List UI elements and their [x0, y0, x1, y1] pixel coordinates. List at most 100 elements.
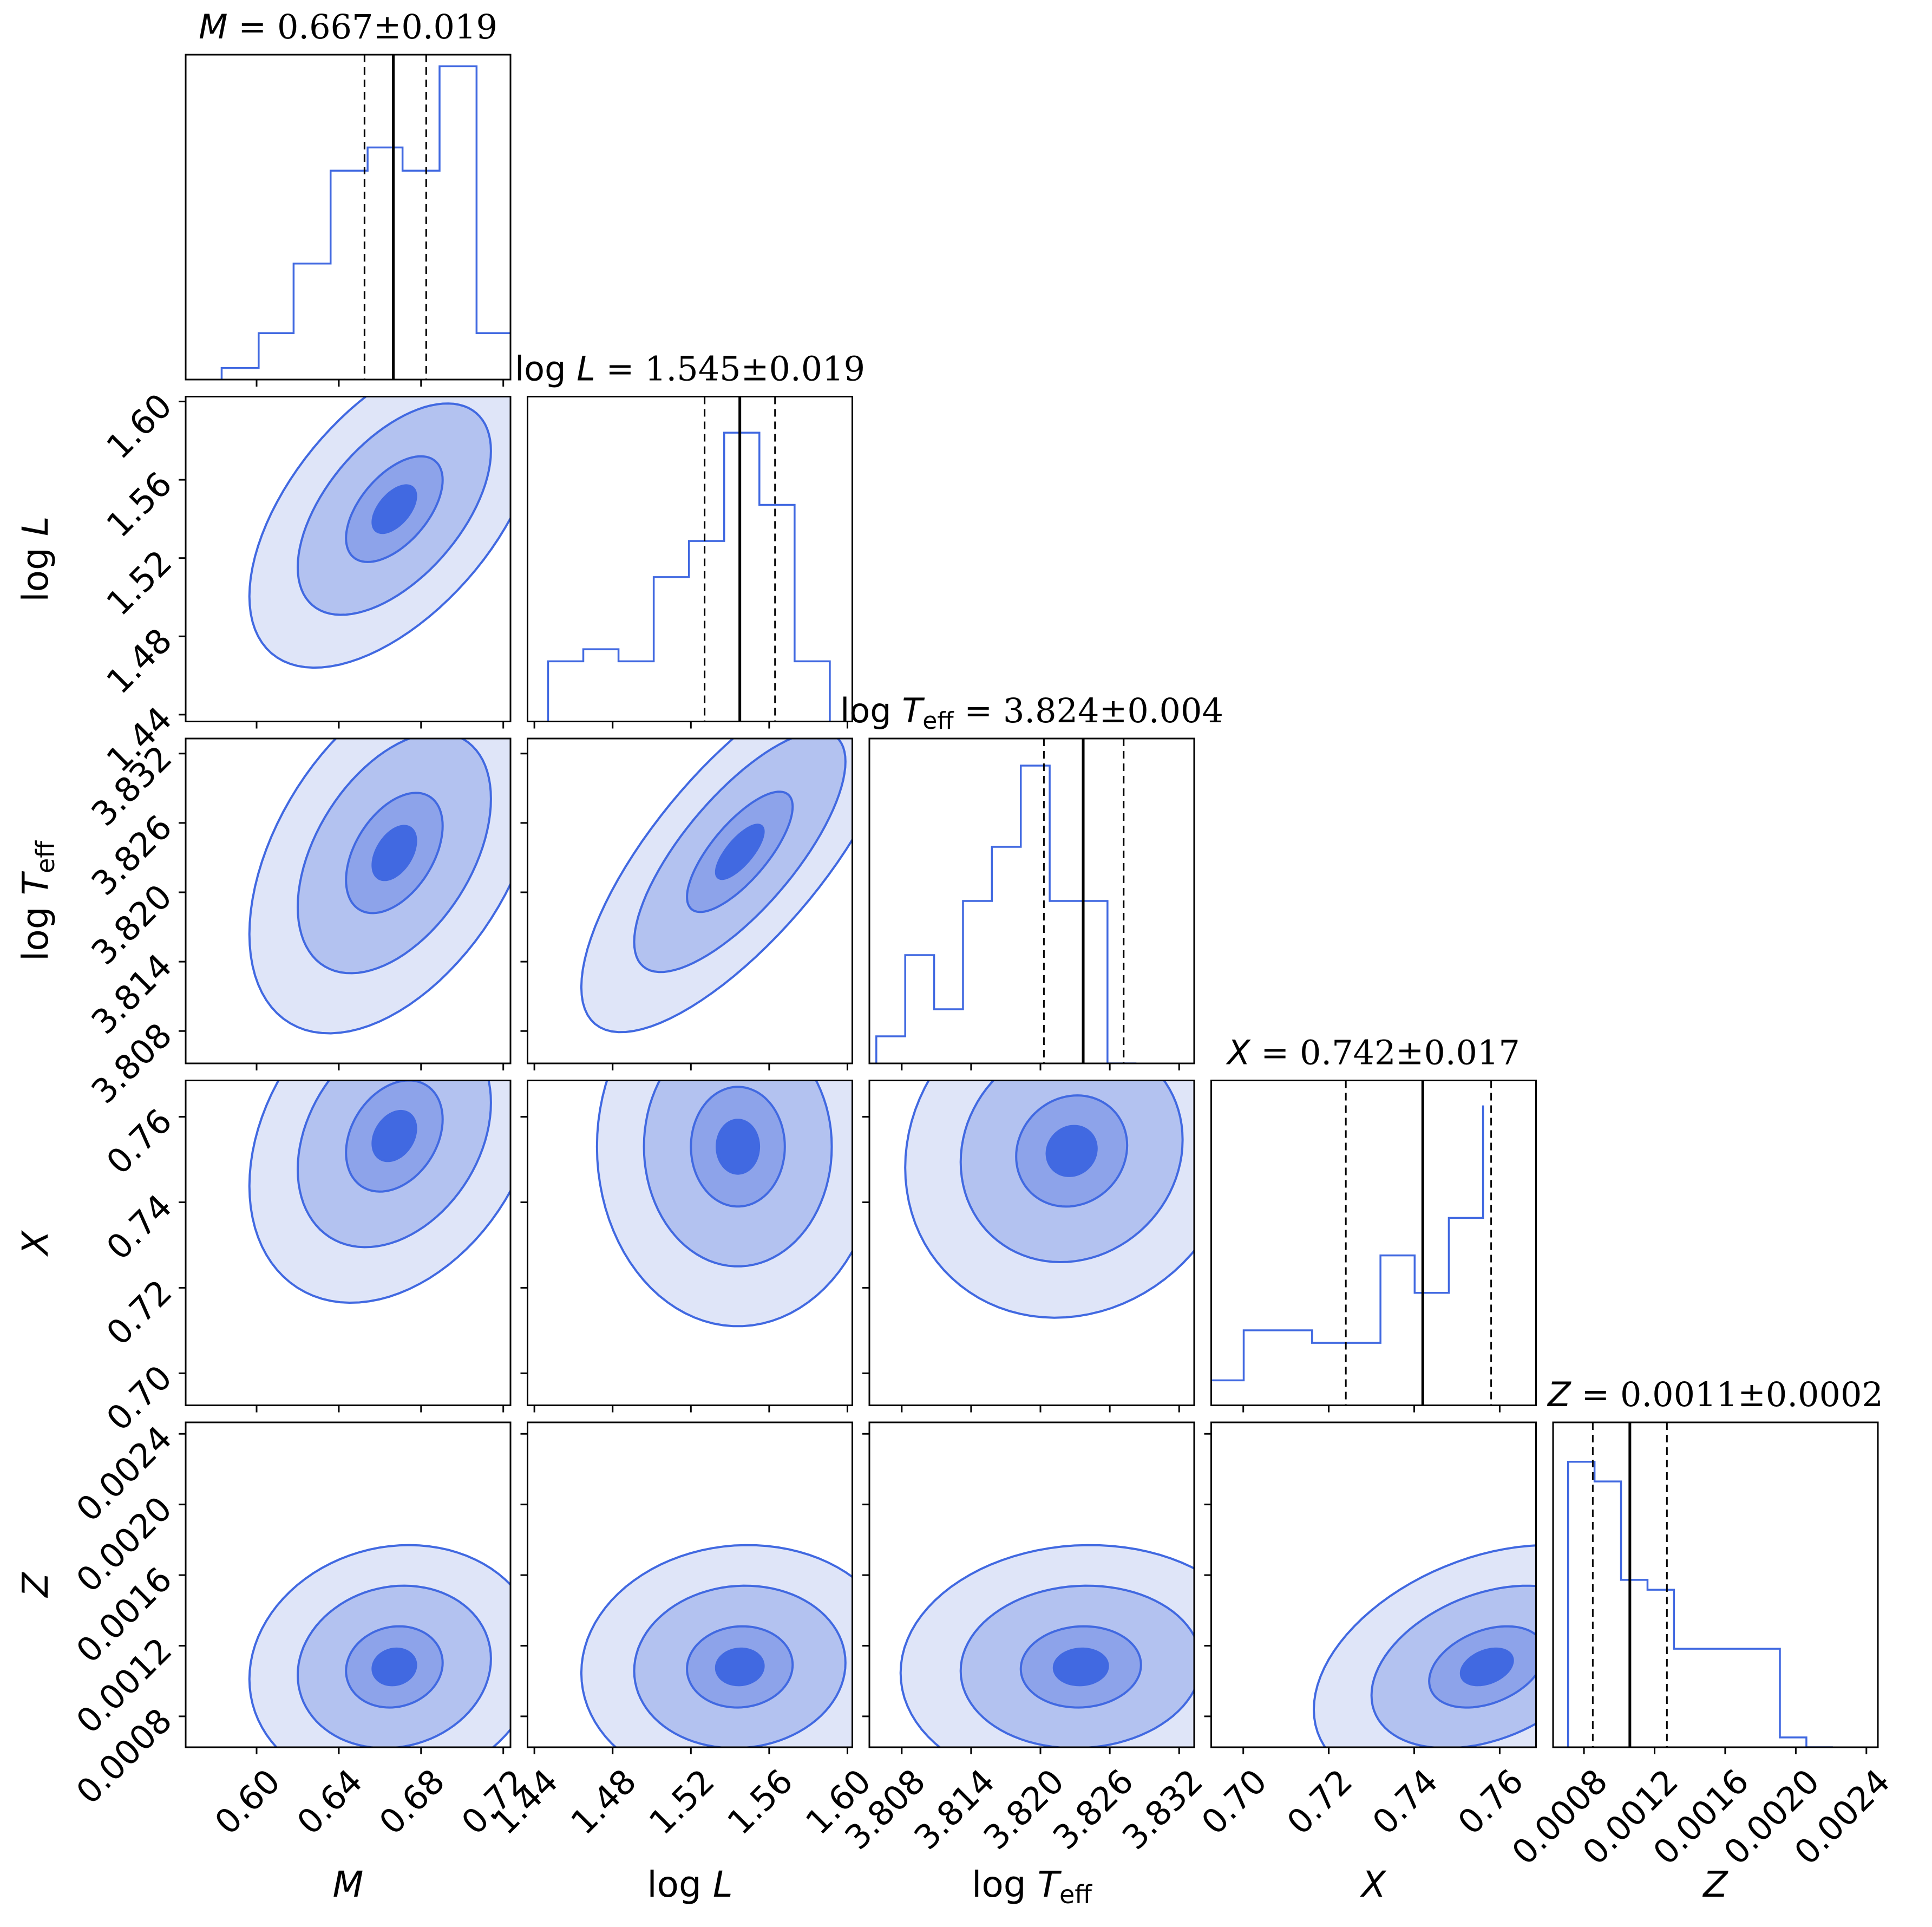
y-tick-label-X: 0.76 [99, 1101, 179, 1182]
panel-frame-2-2 [868, 737, 1195, 1064]
hist-panel-M [220, 55, 510, 380]
panel-title-logL: log L = 1.545±0.019 [515, 349, 865, 389]
label-symbol: Z [15, 1572, 56, 1598]
contour-level-4 [371, 1109, 417, 1162]
contour-panel-M-logTeff [248, 739, 510, 1035]
title-value: = 0.742±0.017 [1250, 1033, 1520, 1073]
x-tick-label-logTeff: 3.832 [1115, 1761, 1210, 1857]
contour-level-4 [715, 1647, 765, 1687]
contour-fill-group [580, 1544, 853, 1747]
contour-level-4 [371, 1647, 417, 1687]
label-symbol: T [15, 871, 56, 895]
contour-panel-M-X [248, 1080, 510, 1304]
contour-level-4 [715, 824, 765, 880]
y-tick-label-X: 0.74 [99, 1186, 179, 1267]
contour-level-4 [371, 484, 417, 534]
title-value: = 1.545±0.019 [595, 349, 865, 389]
contour-panel-logTeff-X [904, 1080, 1194, 1319]
y-axis-label-X: X [15, 1230, 56, 1257]
histogram-step-logTeff [875, 765, 1137, 1063]
x-tick-label-logTeff: 3.820 [976, 1761, 1072, 1857]
label-subscript: eff [1059, 1880, 1092, 1909]
title-symbol: M [199, 7, 228, 47]
contour-level-4 [1045, 1125, 1098, 1177]
x-axis-label-Z: Z [1702, 1864, 1728, 1905]
label-symbol: T [1038, 1864, 1062, 1905]
contour-level-4 [371, 825, 417, 881]
histogram-step-M [220, 65, 510, 380]
label-symbol: M [333, 1864, 364, 1905]
contour-fill-group [595, 1080, 853, 1328]
x-tick-label-logL: 1.52 [641, 1761, 722, 1842]
label-symbol: L [713, 1864, 733, 1905]
panel-frame-1-4 [527, 1421, 853, 1748]
label-log-prefix: log [15, 536, 56, 602]
panel-frame-2-4 [868, 1421, 1195, 1748]
x-tick-label-X: 0.72 [1279, 1761, 1360, 1842]
contour-fill-group [1312, 1544, 1536, 1747]
x-tick-label-M: 0.64 [289, 1761, 370, 1842]
contour-fill-group [248, 1080, 510, 1304]
hist-panel-Z [1567, 1422, 1833, 1747]
y-tick-label-logL: 1.56 [99, 464, 179, 545]
x-tick-label-X: 0.70 [1194, 1761, 1274, 1842]
x-tick-label-logTeff: 3.826 [1045, 1761, 1141, 1857]
y-tick-label-logTeff: 3.814 [83, 946, 179, 1042]
panel-title-logTeff: log Teff = 3.824±0.004 [840, 691, 1223, 735]
contour-panel-M-logL [248, 396, 510, 669]
y-axis-label-logTeff: log Teff [15, 840, 60, 961]
contour-panel-logL-logTeff [580, 739, 853, 1034]
y-tick-label-X: 0.72 [99, 1272, 179, 1353]
title-symbol: L [577, 349, 595, 389]
x-tick-label-logL: 1.48 [563, 1761, 644, 1842]
panel-frame-3-3 [1210, 1080, 1537, 1406]
y-tick-label-logL: 1.48 [99, 620, 179, 701]
y-tick-label-X: 0.70 [99, 1357, 179, 1438]
x-tick-label-logL: 1.56 [719, 1761, 800, 1842]
panel-frame-2-3 [868, 1080, 1195, 1406]
label-log-prefix: log [972, 1864, 1038, 1905]
title-subscript: eff [922, 707, 954, 735]
panel-frame-1-2 [527, 737, 853, 1064]
contour-panel-logL-Z [580, 1544, 853, 1747]
x-tick-label-X: 0.74 [1365, 1761, 1445, 1842]
contour-fill-group [248, 739, 510, 1035]
title-log-prefix: log [840, 691, 902, 730]
label-symbol: X [15, 1230, 56, 1257]
panel-title-Z: Z = 0.0011±0.0002 [1547, 1375, 1883, 1414]
y-tick-label-logTeff: 3.820 [83, 877, 179, 972]
panel-frame-1-3 [527, 1080, 853, 1406]
panel-title-M: M = 0.667±0.019 [199, 7, 497, 47]
contour-fill-group [248, 396, 510, 669]
contour-level-4 [1052, 1647, 1109, 1687]
label-subscript: eff [31, 840, 60, 873]
hist-panel-X [1211, 1080, 1492, 1406]
histogram-step-Z [1567, 1460, 1833, 1747]
label-log-prefix: log [15, 895, 56, 961]
label-symbol: Z [1702, 1864, 1728, 1905]
contour-panel-logL-X [595, 1080, 853, 1328]
title-value: = 0.0011±0.0002 [1571, 1375, 1883, 1414]
histogram-step-X [1211, 1105, 1484, 1382]
x-axis-label-logL: log L [647, 1864, 732, 1905]
panel-frame-4-4 [1552, 1421, 1879, 1748]
contour-fill-group [248, 1544, 510, 1747]
panel-frame-3-4 [1210, 1421, 1537, 1748]
panel-frame-0-3 [185, 1080, 512, 1406]
title-symbol: T [902, 691, 925, 730]
x-axis-label-logTeff: log Teff [972, 1864, 1092, 1909]
contour-panel-logTeff-Z [899, 1544, 1194, 1747]
contour-level-4 [715, 1119, 761, 1175]
y-tick-label-logTeff: 3.808 [83, 1015, 179, 1111]
panel-frame-0-0 [185, 54, 512, 381]
title-symbol: X [1226, 1033, 1251, 1073]
contour-panel-X-Z [1312, 1544, 1536, 1747]
title-value: = 3.824±0.004 [954, 691, 1223, 730]
x-tick-label-M: 0.60 [207, 1761, 287, 1842]
histogram-step-logL [547, 432, 831, 722]
label-symbol: L [15, 516, 56, 536]
title-symbol: Z [1547, 1375, 1571, 1414]
y-axis-label-logL: log L [15, 516, 56, 602]
label-log-prefix: log [647, 1864, 713, 1905]
